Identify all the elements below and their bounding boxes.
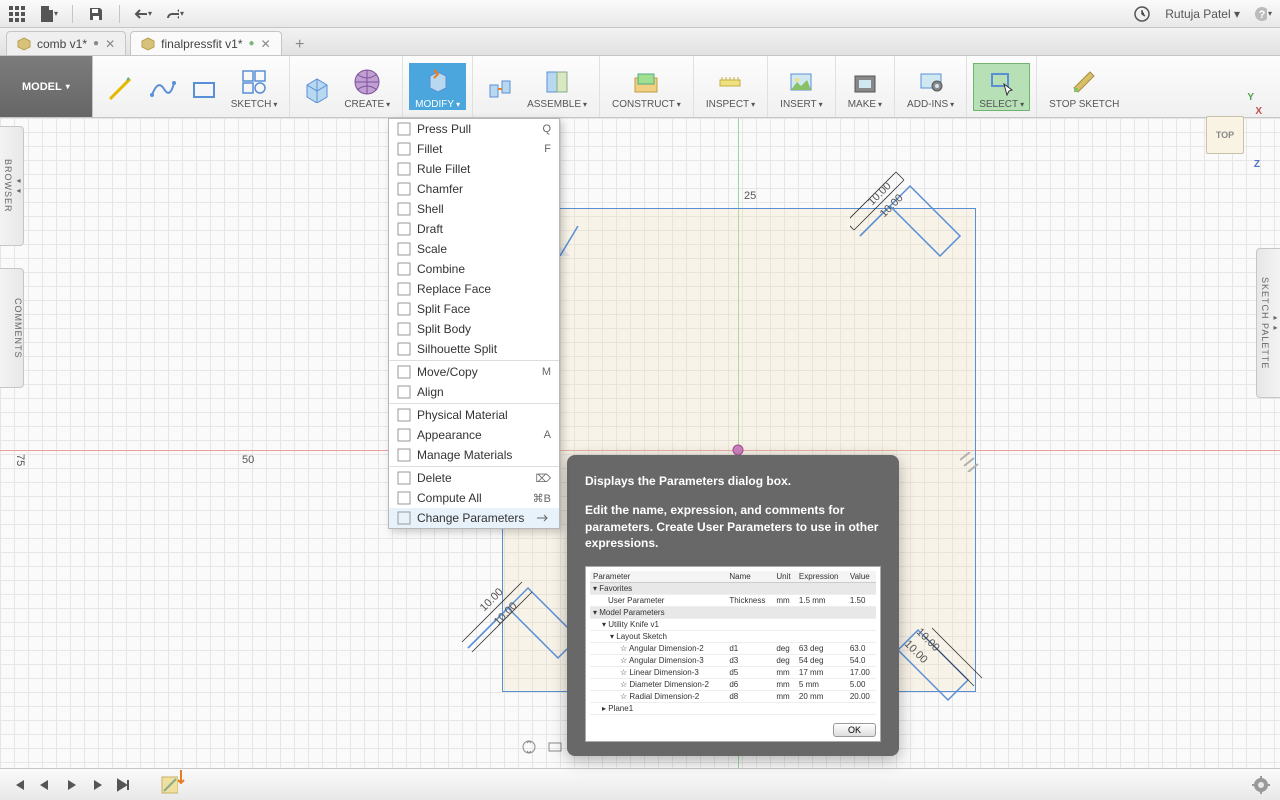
- cube-icon: [141, 37, 155, 51]
- menu-item-compute-all[interactable]: Compute All⌘B: [389, 488, 559, 508]
- user-menu[interactable]: Rutuja Patel ▾: [1165, 7, 1240, 21]
- comments-panel-collapsed[interactable]: COMMENTS: [0, 268, 24, 388]
- look-icon[interactable]: [546, 738, 564, 756]
- stop-sketch-button[interactable]: STOP SKETCH: [1043, 63, 1125, 110]
- sketch-line-icon[interactable]: [99, 70, 141, 104]
- save-icon[interactable]: [87, 5, 105, 23]
- tabsbar: comb v1* ● ✕ finalpressfit v1* ● ✕ +: [0, 28, 1280, 56]
- clock-icon[interactable]: [1133, 5, 1151, 23]
- new-tab-button[interactable]: +: [290, 35, 310, 55]
- sketch-dropdown[interactable]: SKETCH▾: [225, 63, 284, 110]
- sketch-line-small: [560, 226, 580, 256]
- menu-item-delete[interactable]: Delete⌦: [389, 468, 559, 488]
- menu-item-press-pull[interactable]: Press PullQ: [389, 119, 559, 139]
- menu-item-silhouette-split[interactable]: Silhouette Split: [389, 339, 559, 359]
- timeline-settings-icon[interactable]: [1252, 776, 1270, 794]
- create-extrude-icon[interactable]: [296, 70, 338, 104]
- menu-item-replace-face[interactable]: Replace Face: [389, 279, 559, 299]
- menu-item-rule-fillet[interactable]: Rule Fillet: [389, 159, 559, 179]
- workspace-model-button[interactable]: MODEL ▾: [0, 56, 93, 117]
- menu-item-physical-material[interactable]: Physical Material: [389, 405, 559, 425]
- tab-title: comb v1*: [37, 37, 87, 51]
- nav-toolbar: [520, 738, 564, 756]
- timeline-next-icon[interactable]: [88, 776, 106, 794]
- dimension-25: 25: [744, 190, 756, 202]
- dimension-50: 50: [242, 454, 254, 466]
- menu-item-chamfer[interactable]: Chamfer: [389, 179, 559, 199]
- create-dropdown[interactable]: CREATE▾: [338, 63, 396, 110]
- menu-item-draft[interactable]: Draft: [389, 219, 559, 239]
- undo-icon[interactable]: ▾: [134, 5, 152, 23]
- apps-icon[interactable]: [8, 5, 26, 23]
- svg-text:?: ?: [1259, 9, 1266, 21]
- tab-modified-dot: ●: [249, 38, 255, 49]
- cube-icon: [17, 37, 31, 51]
- modify-dropdown[interactable]: MODIFY▾: [409, 63, 466, 110]
- timeline-end-icon[interactable]: [114, 776, 132, 794]
- assemble-joint-icon[interactable]: [479, 70, 521, 104]
- menu-item-align[interactable]: Align: [389, 382, 559, 402]
- timeline-play-icon[interactable]: [62, 776, 80, 794]
- make-dropdown[interactable]: MAKE▾: [842, 63, 888, 110]
- insert-dropdown[interactable]: INSERT▾: [774, 63, 829, 110]
- menubar: ▾ ▾ ▾ Rutuja Patel ▾ ?▾: [0, 0, 1280, 28]
- tab-finalpressfit[interactable]: finalpressfit v1* ● ✕: [130, 31, 281, 55]
- tab-close-icon[interactable]: ✕: [261, 37, 271, 51]
- tooltip-title: Displays the Parameters dialog box.: [585, 473, 881, 490]
- inspect-dropdown[interactable]: INSPECT▾: [700, 63, 761, 110]
- menu-item-move-copy[interactable]: Move/CopyM: [389, 362, 559, 382]
- assemble-dropdown[interactable]: ASSEMBLE▾: [521, 63, 593, 110]
- viewcube-z: Z: [1254, 159, 1260, 170]
- menu-item-appearance[interactable]: AppearanceA: [389, 425, 559, 445]
- viewcube-x: X: [1255, 106, 1262, 117]
- tab-title: finalpressfit v1*: [161, 37, 242, 51]
- menu-item-combine[interactable]: Combine: [389, 259, 559, 279]
- tooltip-thumbnail: ParameterNameUnitExpressionValue▾ Favori…: [585, 566, 881, 742]
- timeline-prev-icon[interactable]: [36, 776, 54, 794]
- menu-item-split-face[interactable]: Split Face: [389, 299, 559, 319]
- tab-modified-dot: ●: [93, 38, 99, 49]
- corner-shape-tr: [850, 166, 980, 276]
- menu-item-scale[interactable]: Scale: [389, 239, 559, 259]
- sketch-palette-collapsed[interactable]: ▸▸SKETCH PALETTE: [1256, 248, 1280, 398]
- ok-button[interactable]: OK: [833, 723, 876, 737]
- modify-dropdown-menu: Press PullQFilletFRule FilletChamferShel…: [388, 118, 560, 529]
- tooltip-body: Edit the name, expression, and comments …: [585, 502, 881, 552]
- menu-item-manage-materials[interactable]: Manage Materials: [389, 445, 559, 465]
- timeline-bar: [0, 768, 1280, 800]
- toolbar: MODEL ▾ SKETCH▾ CREATE▾ MODIFY▾ ASSEMBLE…: [0, 56, 1280, 118]
- tooltip-change-parameters: Displays the Parameters dialog box. Edit…: [567, 455, 899, 756]
- constraint-mark: [960, 452, 980, 472]
- menu-item-shell[interactable]: Shell: [389, 199, 559, 219]
- menu-item-split-body[interactable]: Split Body: [389, 319, 559, 339]
- viewcube[interactable]: TOP X Y Z: [1200, 110, 1250, 160]
- viewcube-y: Y: [1247, 92, 1254, 103]
- viewcube-face-top[interactable]: TOP: [1206, 116, 1244, 154]
- sketch-rect-icon[interactable]: [183, 70, 225, 104]
- tab-close-icon[interactable]: ✕: [105, 37, 115, 51]
- orbit-icon[interactable]: [520, 738, 538, 756]
- select-dropdown[interactable]: SELECT▾: [973, 63, 1030, 111]
- tab-comb[interactable]: comb v1* ● ✕: [6, 31, 126, 55]
- redo-icon[interactable]: ▾: [166, 5, 184, 23]
- canvas[interactable]: 10.00 10.00 10.00 10.00 10.00 10.00 25 5…: [0, 118, 1280, 768]
- file-icon[interactable]: ▾: [40, 5, 58, 23]
- help-icon[interactable]: ?▾: [1254, 5, 1272, 23]
- menu-item-change-parameters[interactable]: Change Parameters: [389, 508, 559, 528]
- addins-dropdown[interactable]: ADD-INS▾: [901, 63, 960, 110]
- dimension-75: 75: [14, 454, 26, 466]
- timeline-feature-sketch[interactable]: [160, 776, 178, 794]
- menu-item-fillet[interactable]: FilletF: [389, 139, 559, 159]
- sketch-spline-icon[interactable]: [141, 70, 183, 104]
- construct-dropdown[interactable]: CONSTRUCT▾: [606, 63, 687, 110]
- browser-panel-collapsed[interactable]: ◂◂BROWSER: [0, 126, 24, 246]
- timeline-start-icon[interactable]: [10, 776, 28, 794]
